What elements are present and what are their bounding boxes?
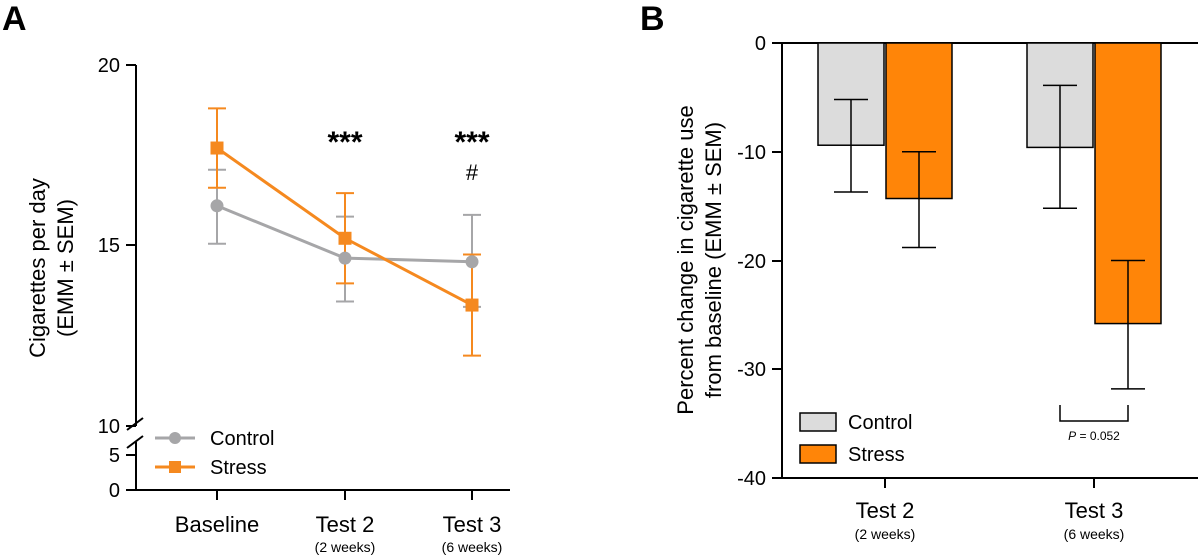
panel-b-category-sublabel: (2 weeks): [855, 526, 916, 542]
panel-a-category-sublabel: (6 weeks): [442, 539, 503, 555]
panel-a-legend: Control Stress: [155, 428, 274, 479]
panel-a: A Cigarettes per day (EMM ± SEM) 20 15 1…: [2, 0, 510, 555]
panel-a-axis-break-mark: [126, 435, 144, 449]
panel-b-ylabel-line2: from baseline (EMM ± SEM): [701, 122, 726, 398]
panel-b-legend-control-label: Control: [848, 412, 912, 434]
panel-a-ylabel-line2: (EMM ± SEM): [53, 199, 78, 337]
panel-a-ytick-label: 20: [98, 55, 120, 77]
panel-b-category-sublabel: (6 weeks): [1064, 526, 1125, 542]
panel-a-legend-stress-label: Stress: [210, 457, 267, 479]
panel-b-ytick-label: -30: [737, 359, 766, 381]
panel-a-y-axis-label: Cigarettes per day (EMM ± SEM): [25, 178, 78, 358]
panel-b-ytick-label: -10: [737, 142, 766, 164]
panel-b-pvalue-p: P: [1068, 429, 1076, 443]
panel-b-pvalue-bracket: [1059, 405, 1129, 422]
panel-a-category-label: Test 2: [316, 512, 375, 537]
panel-a-significance-test3: ***: [454, 126, 489, 159]
panel-a-legend-control-marker: [169, 432, 181, 444]
panel-b-legend: Control Stress: [799, 412, 912, 466]
panel-a-ytick-label: 5: [109, 445, 120, 467]
panel-b-legend-control-swatch: [799, 412, 837, 432]
panel-b-legend-stress-swatch: [799, 444, 837, 464]
panel-a-control-point: [210, 199, 224, 213]
panel-a-category-label: Baseline: [175, 512, 259, 537]
panel-a-letter: A: [2, 0, 27, 38]
panel-b-legend-stress-label: Stress: [848, 444, 905, 466]
panel-a-ylabel-line1: Cigarettes per day: [25, 178, 50, 358]
panel-a-category-label: Test 3: [443, 512, 502, 537]
panel-b-letter: B: [640, 0, 665, 38]
panel-b-ytick-label: 0: [755, 33, 766, 55]
panel-a-plot-area: [208, 107, 481, 357]
panel-a-axis-break-mark: [126, 417, 144, 431]
panel-b-ylabel-line1: Percent change in cigarette use: [673, 105, 698, 414]
panel-b-y-axis-label: Percent change in cigarette use from bas…: [673, 105, 726, 414]
panel-b-category-label: Test 2: [856, 498, 915, 523]
panel-a-legend-control-label: Control: [210, 428, 274, 450]
panel-a-control-point: [338, 251, 352, 265]
panel-a-ytick-label: 10: [98, 416, 120, 438]
panel-b-pvalue-label: P = 0.052: [1068, 429, 1120, 443]
panel-a-ytick-label: 15: [98, 235, 120, 257]
panel-b-ytick-label: -40: [737, 468, 766, 490]
panel-a-ytick-label: 0: [109, 480, 120, 502]
panel-b-plot-area: [817, 42, 1162, 390]
panel-b-ytick-label: -20: [737, 251, 766, 273]
panel-b-pvalue-value: = 0.052: [1076, 429, 1120, 443]
panel-a-hash-annotation: #: [466, 160, 479, 185]
panel-a-stress-point: [338, 231, 352, 245]
panel-a-category-sublabel: (2 weeks): [315, 539, 376, 555]
panel-a-stress-point: [465, 298, 479, 312]
panel-a-control-point: [465, 255, 479, 269]
panel-b: B Percent change in cigarette use from b…: [640, 0, 1198, 542]
panel-a-significance-test2: ***: [327, 126, 362, 159]
panel-a-stress-point: [210, 141, 224, 155]
panel-b-category-label: Test 3: [1065, 498, 1124, 523]
panel-a-legend-stress-marker: [169, 461, 181, 473]
